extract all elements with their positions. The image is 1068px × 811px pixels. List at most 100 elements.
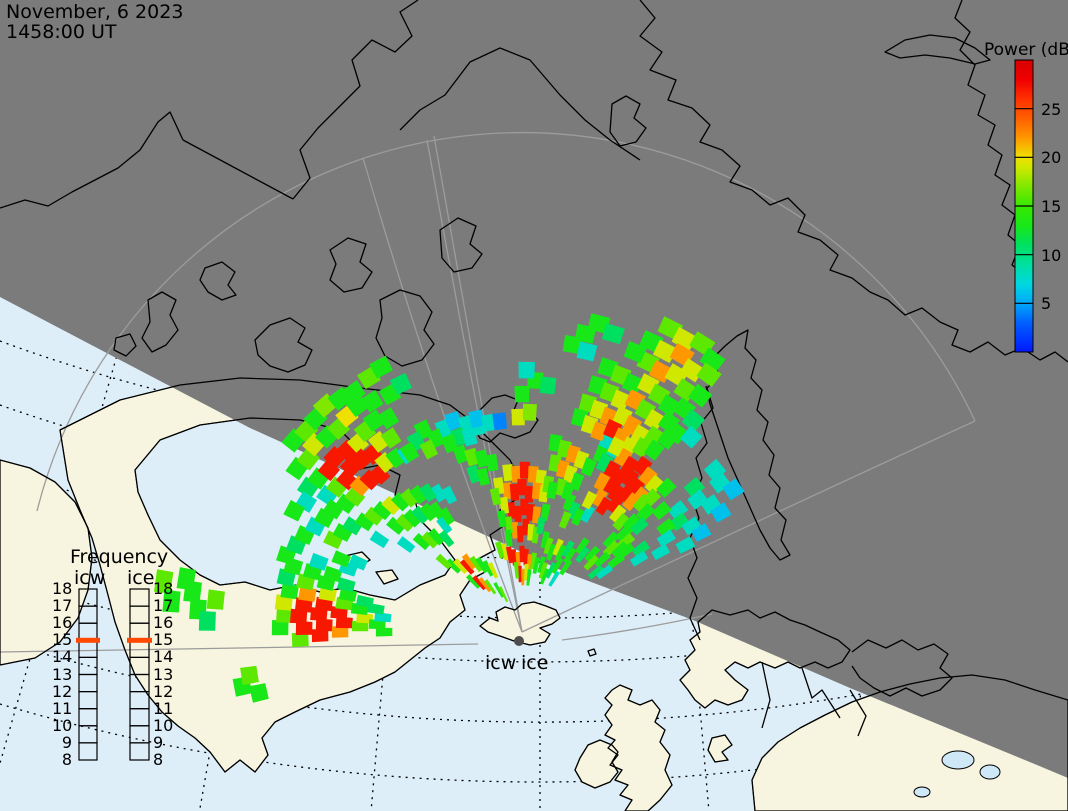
echo-cell (536, 517, 546, 535)
echo-cell (356, 612, 374, 624)
echo-cell (587, 564, 605, 580)
echo-cell (612, 512, 630, 531)
frequency-title: Frequency (70, 546, 169, 568)
coast-cnd-archipelago-3 (375, 289, 435, 367)
echo-cell (644, 439, 665, 461)
echo-cell (342, 516, 363, 536)
echo-cell (504, 529, 513, 547)
echo-cell (445, 558, 462, 574)
echo-cell (696, 362, 722, 387)
echo-cell (403, 509, 422, 528)
echo-cell (331, 626, 349, 638)
echo-cell (501, 482, 513, 500)
echo-cell (310, 607, 328, 621)
echo-cell (722, 478, 745, 501)
echo-cell (249, 683, 269, 703)
frequency-scale-left: 17 (52, 596, 73, 615)
echo-cell (502, 464, 514, 482)
echo-cell (518, 361, 535, 379)
echo-cell (374, 451, 395, 474)
echo-cell (539, 376, 557, 395)
echo-cell (683, 476, 706, 498)
colorbar-tick-lines (1015, 108, 1033, 304)
echo-cell (514, 385, 530, 403)
echo-cell (576, 341, 598, 362)
frequency-scale-right: 10 (153, 716, 174, 735)
echo-cell (427, 528, 445, 546)
echo-cell (374, 612, 392, 623)
echo-cell (595, 496, 613, 516)
echo-cell (591, 488, 608, 508)
echo-cell (335, 616, 353, 629)
fov-edge-line-mid1 (426, 139, 523, 633)
echo-cell (412, 533, 431, 551)
echo-cell (336, 577, 356, 593)
echo-cell (350, 448, 372, 471)
echo-cell (606, 494, 624, 514)
frequency-scale-right: 9 (153, 733, 164, 752)
echo-cell (537, 556, 546, 574)
coast-cnd-archipelago-4 (439, 217, 483, 273)
frequency-scale-left: 10 (52, 716, 73, 735)
echo-cell (313, 507, 336, 528)
echo-cell (710, 502, 732, 523)
echo-cell (526, 569, 532, 586)
frequency-column-icw: icw (74, 567, 106, 589)
echo-cell (519, 461, 531, 479)
echo-cell (369, 463, 391, 485)
echo-cell (396, 536, 416, 553)
echo-cell (444, 411, 463, 431)
echo-cell (548, 570, 560, 587)
frequency-scale-right: 13 (153, 665, 174, 684)
echo-cell (274, 594, 293, 611)
echo-cell (620, 467, 640, 488)
echo-cell (500, 543, 509, 561)
coast-arctic-island-3 (199, 261, 237, 301)
radar-echo-cells (154, 313, 745, 703)
lake-onega (979, 764, 1001, 780)
echo-cell (519, 545, 525, 563)
echo-cell (551, 557, 564, 574)
echo-cell (291, 632, 309, 648)
echo-cell (487, 562, 499, 579)
echo-cell (520, 498, 529, 516)
echo-cell (322, 499, 344, 520)
echo-cell (315, 618, 333, 632)
frequency-marker (127, 637, 152, 643)
echo-cell (498, 496, 509, 514)
echo-cell (621, 414, 643, 436)
land-great-britain-outline (604, 684, 673, 811)
fov-edge-line-east (521, 420, 976, 633)
echo-cell (552, 538, 564, 556)
echo-cell (369, 530, 390, 549)
land-canada-baffin-outline (0, 459, 93, 666)
frequency-scale-right: 18 (153, 579, 174, 598)
coast-arctic-island-1 (141, 291, 179, 353)
echo-cell (476, 467, 490, 486)
colorbar-tick-label: 25 (1041, 99, 1062, 119)
land-russia-baltic-outline (751, 674, 1068, 811)
land-denmark-outline (707, 734, 733, 763)
echo-cell (354, 512, 375, 532)
frequency-scale-right: 17 (153, 596, 174, 615)
echo-cell (436, 516, 453, 535)
echo-cell (294, 597, 313, 613)
lake-ladoga (941, 750, 975, 770)
echo-cell (466, 464, 481, 484)
echo-cell (607, 436, 626, 457)
colorbar-tick-label: 10 (1041, 245, 1062, 265)
echo-cell (543, 537, 554, 555)
echo-cell (632, 493, 652, 513)
echo-cell (295, 621, 313, 635)
echo-cell (580, 457, 597, 477)
echo-cell (675, 536, 696, 554)
echo-cell (688, 383, 713, 408)
frequency-scale-left: 9 (61, 733, 72, 752)
echo-cell (521, 568, 525, 586)
echo-cell (546, 543, 557, 561)
echo-cell (332, 523, 353, 542)
magnetic-latitude-arc-west (0, 643, 479, 653)
echo-cell (276, 607, 294, 623)
frequency-scale-right: 12 (153, 682, 174, 701)
